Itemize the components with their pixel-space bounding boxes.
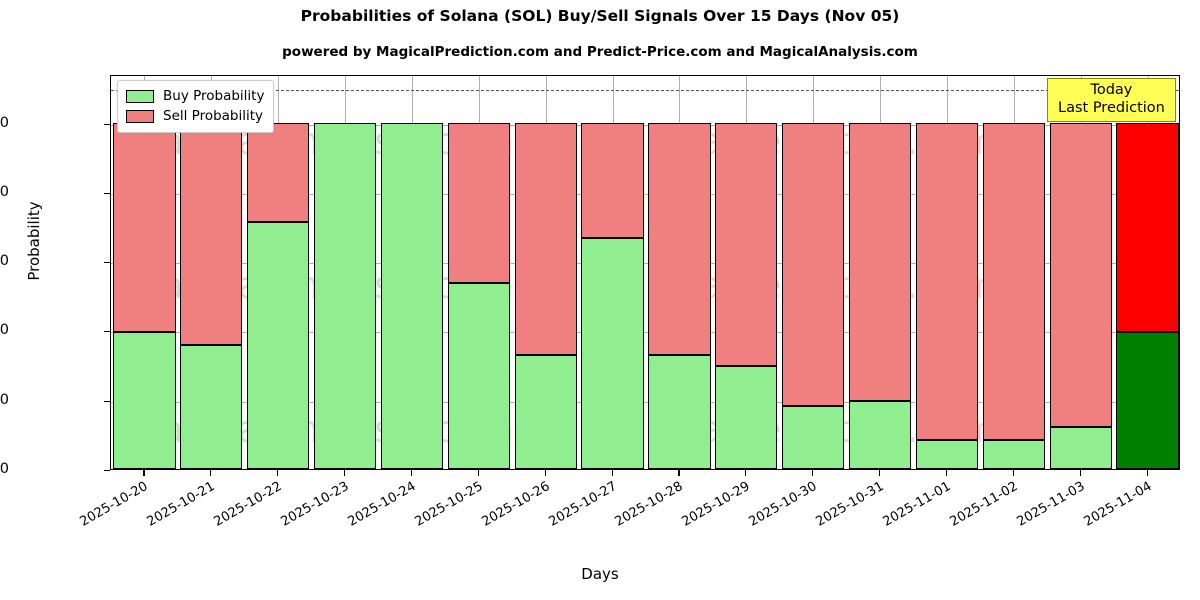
bar-segment-sell[interactable] [1049, 122, 1112, 428]
bar-stack[interactable] [715, 76, 778, 469]
x-tick-mark [879, 470, 881, 476]
bar-segment-sell[interactable] [982, 122, 1045, 441]
bar-segment-sell[interactable] [648, 122, 711, 356]
bar-segment-sell[interactable] [247, 122, 310, 222]
x-tick-mark [344, 470, 346, 476]
x-tick-mark [611, 470, 613, 476]
x-axis-label: Days [581, 565, 619, 583]
bar-segment-buy[interactable] [982, 440, 1045, 469]
bar-stack[interactable] [782, 76, 845, 469]
today-annotation-line2: Last Prediction [1058, 99, 1165, 116]
bar-segment-buy[interactable] [380, 122, 444, 469]
bar-segment-buy[interactable] [648, 355, 711, 469]
legend-label: Sell Probability [163, 108, 264, 124]
bar-segment-buy[interactable] [113, 332, 176, 469]
bar-segment-buy[interactable] [1049, 427, 1112, 469]
legend-label: Buy Probability [163, 88, 265, 104]
x-tick-mark [678, 470, 680, 476]
gridline-horizontal [111, 332, 1179, 334]
legend-swatch [126, 89, 154, 103]
bar-segment-buy[interactable] [715, 366, 778, 469]
bar-segment-buy[interactable] [848, 401, 912, 469]
y-tick-label: 60 [0, 253, 9, 270]
x-tick-mark [477, 470, 479, 476]
chart-legend: Buy Probability Sell Probability [117, 80, 275, 133]
bar-segment-buy[interactable] [180, 344, 243, 469]
y-tick-mark [104, 470, 110, 472]
bar-stack[interactable] [380, 76, 444, 469]
bar-stack[interactable] [982, 76, 1045, 469]
bar-segment-buy[interactable] [514, 355, 577, 469]
y-axis-label: Probability [25, 201, 43, 281]
legend-item[interactable]: Buy Probability [126, 86, 264, 106]
chart-subtitle: powered by MagicalPrediction.com and Pre… [282, 44, 918, 60]
bar-segment-sell[interactable] [447, 122, 510, 283]
bar-stack[interactable] [247, 76, 310, 469]
bar-segment-buy[interactable] [581, 238, 644, 469]
bar-stack[interactable] [514, 76, 577, 469]
y-tick-mark [104, 262, 110, 264]
bar-segment-buy[interactable] [313, 122, 377, 469]
x-tick-mark [410, 470, 413, 476]
bar-stack[interactable] [180, 76, 243, 469]
y-tick-label: 100 [0, 114, 9, 131]
bar-stack[interactable] [313, 76, 377, 469]
bar-segment-sell[interactable] [715, 122, 778, 367]
bar-stack[interactable] [581, 76, 644, 469]
bar-segment-sell[interactable] [915, 122, 979, 441]
y-tick-mark [104, 331, 110, 333]
bar-segment-sell[interactable] [113, 122, 176, 333]
y-tick-mark [104, 192, 110, 194]
bar-segment-buy[interactable] [915, 440, 979, 469]
bar-segment-sell[interactable] [180, 122, 243, 345]
bar-segment-sell[interactable] [514, 122, 577, 356]
y-tick-label: 20 [0, 391, 9, 408]
reference-line [111, 89, 1179, 91]
bar-stack[interactable] [848, 76, 912, 469]
y-tick-label: 80 [0, 183, 9, 200]
x-tick-mark [210, 470, 212, 476]
bar-segment-sell[interactable] [1116, 122, 1179, 333]
bar-segment-buy[interactable] [782, 405, 845, 469]
bar-today[interactable] [1116, 76, 1179, 469]
x-tick-mark [277, 470, 279, 476]
gridline-horizontal [111, 193, 1179, 195]
x-tick-mark [544, 470, 546, 476]
bar-stack[interactable] [1049, 76, 1112, 469]
bar-segment-buy[interactable] [1116, 332, 1179, 469]
gridline-horizontal [111, 401, 1179, 403]
bar-stack[interactable] [648, 76, 711, 469]
bar-segment-sell[interactable] [782, 122, 845, 406]
x-tick-mark [812, 470, 814, 476]
legend-swatch [126, 109, 154, 123]
x-tick-mark [1012, 470, 1014, 476]
x-tick-mark [1079, 470, 1081, 476]
x-tick-mark [1146, 470, 1148, 476]
bar-segment-sell[interactable] [581, 122, 644, 239]
bar-segment-sell[interactable] [848, 122, 912, 402]
gridline-horizontal [111, 124, 1179, 126]
gridline-horizontal [111, 263, 1179, 265]
plot-area: MagicalAnalysis.comMagicaPrediction.comM… [110, 75, 1180, 470]
bar-stack[interactable] [915, 76, 979, 469]
legend-item[interactable]: Sell Probability [126, 106, 264, 126]
x-tick-mark [945, 470, 948, 476]
chart-title: Probabilities of Solana (SOL) Buy/Sell S… [300, 7, 900, 25]
bar-stack[interactable] [113, 76, 176, 469]
today-annotation: Today Last Prediction [1047, 78, 1176, 123]
y-tick-label: 0 [0, 461, 9, 477]
x-tick-mark [745, 470, 747, 476]
y-tick-mark [104, 123, 110, 125]
today-annotation-line1: Today [1090, 82, 1133, 98]
y-tick-label: 40 [0, 322, 9, 339]
bar-segment-buy[interactable] [247, 221, 310, 469]
y-tick-mark [104, 400, 110, 402]
bar-segment-buy[interactable] [447, 282, 510, 469]
bar-stack[interactable] [447, 76, 510, 469]
x-tick-mark [143, 470, 145, 476]
